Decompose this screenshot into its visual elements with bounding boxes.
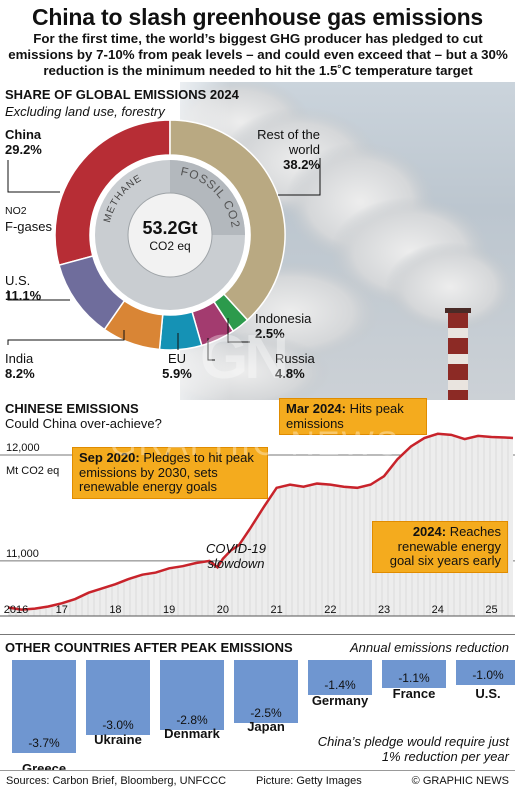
callout-sep-2020: Sep 2020: Pledges to hit peak emissions … — [72, 447, 268, 499]
bar-label-france: France — [392, 686, 436, 701]
x-tick-17: 17 — [56, 604, 68, 616]
label-russia-value: 4.8% — [275, 366, 305, 381]
label-china-name: China — [5, 127, 42, 142]
donut-chart: METHANE FOSSIL CO2 53.2Gt CO2 eq — [54, 119, 286, 351]
label-india-value: 8.2% — [5, 366, 35, 381]
x-tick-2016: 2016 — [4, 604, 28, 616]
callout-mar-2024: Mar 2024: Hits peak emissions — [279, 398, 427, 435]
bar-label-germany: Germany — [311, 693, 369, 708]
label-eu: EU 5.9% — [157, 351, 197, 381]
emissions-subtitle: Could China over-achieve? — [5, 416, 162, 431]
label-indonesia: Indonesia 2.5% — [255, 311, 311, 341]
china-pledge-note: China’s pledge would require just 1% red… — [317, 734, 509, 764]
others-title-text: Other Countries After Peak Emissions — [5, 640, 293, 655]
label-row: Rest of the world 38.2% — [248, 127, 320, 172]
bar-value-greece: -3.7% — [28, 735, 60, 750]
watermark-text: GRAPHIC NEWS — [110, 425, 401, 463]
share-title-text: Share of Global Emissions 2024 — [5, 87, 239, 102]
bar-value-ukraine: -3.0% — [102, 718, 134, 732]
bar-u-s — [456, 660, 515, 685]
bar-value-germany: -1.4% — [324, 678, 356, 692]
label-indonesia-value: 2.5% — [255, 326, 285, 341]
section-divider — [0, 634, 515, 635]
emissions-title: Chinese Emissions — [5, 401, 139, 416]
label-china-value: 29.2% — [5, 142, 42, 157]
center-disc — [127, 192, 213, 278]
callout-2024: 2024: Reaches renewable energy goal six … — [372, 521, 508, 573]
emissions-unit-label: Mt CO2 eq — [6, 465, 60, 477]
bar-value-france: -1.1% — [398, 670, 430, 685]
footer: Sources: Carbon Brief, Bloomberg, UNFCCC… — [0, 770, 515, 791]
label-us: U.S. 11.1% — [5, 273, 41, 303]
label-row-name: Rest of the world — [257, 127, 320, 157]
label-us-value: 11.1% — [5, 288, 42, 303]
share-section-subtitle: Excluding land use, forestry — [5, 104, 165, 119]
footer-picture: Picture: Getty Images — [256, 775, 362, 787]
chimney — [445, 308, 471, 400]
label-fgases: F-gases — [5, 219, 52, 234]
x-tick-21: 21 — [270, 604, 282, 616]
share-section-title: Share of Global Emissions 2024 — [5, 87, 239, 102]
bar-value-u-s: -1.0% — [472, 668, 504, 682]
x-tick-23: 23 — [378, 604, 390, 616]
callout-sep-2020-text: Pledges to hit peak emissions by 2030, s… — [79, 450, 254, 494]
label-india-name: India — [5, 351, 34, 366]
x-tick-22: 22 — [324, 604, 336, 616]
x-tick-24: 24 — [432, 604, 444, 616]
y-tick-11000: 11,000 — [6, 548, 39, 560]
bar-label-denmark: Denmark — [164, 726, 220, 741]
label-china: China 29.2% — [5, 127, 42, 157]
callout-mar-2024-date: Mar 2024: — [286, 401, 346, 416]
label-russia: Russia 4.8% — [275, 351, 315, 381]
label-india: India 8.2% — [5, 351, 35, 381]
bar-france — [382, 660, 446, 688]
bar-value-japan: -2.5% — [250, 705, 282, 720]
bar-greece — [12, 660, 76, 753]
others-title: Other Countries After Peak Emissions — [5, 640, 293, 655]
callout-sep-2020-date: Sep 2020: — [79, 450, 140, 465]
center-unit: CO2 eq — [149, 239, 190, 253]
label-russia-name: Russia — [275, 351, 315, 366]
emissions-line-path — [7, 432, 514, 611]
emissions-y-ticks: 11,000 12,000 — [6, 442, 40, 560]
center-value: 53.2Gt — [142, 218, 197, 238]
footer-sources: Sources: Carbon Brief, Bloomberg, UNFCCC — [6, 775, 227, 787]
page-subtitle: For the first time, the world’s biggest … — [8, 31, 508, 78]
emissions-line — [7, 432, 514, 611]
label-eu-name: EU — [167, 351, 187, 366]
x-tick-20: 20 — [217, 604, 229, 616]
callout-mar-2024-text: Hits peak emissions — [286, 401, 404, 431]
others-note: Annual emissions reduction — [350, 640, 509, 655]
label-us-name: U.S. — [5, 273, 31, 288]
covid-note: COVID-19 slowdown — [206, 541, 266, 571]
bar-label-japan: Japan — [247, 719, 285, 734]
label-indonesia-name: Indonesia — [255, 311, 312, 326]
x-tick-19: 19 — [163, 604, 175, 616]
fossil-ring — [170, 160, 245, 235]
label-no2: NO2 — [5, 205, 27, 217]
label-row-value: 38.2% — [283, 157, 320, 172]
label-eu-value: 5.9% — [162, 366, 192, 381]
callout-2024-text: Reaches renewable energy goal six years … — [389, 524, 501, 568]
x-tick-18: 18 — [109, 604, 121, 616]
emissions-title-text: Chinese Emissions — [5, 401, 139, 416]
bar-denmark — [160, 660, 224, 730]
bar-ukraine — [86, 660, 150, 735]
bar-label-ukraine: Ukraine — [94, 732, 142, 747]
bar-japan — [234, 660, 298, 723]
bar-germany — [308, 660, 372, 695]
watermark-logo: GN — [200, 323, 289, 392]
page-title: China to slash greenhouse gas emissions — [31, 4, 484, 30]
footer-credit: © GRAPHIC NEWS — [411, 775, 509, 787]
bar-value-denmark: -2.8% — [176, 713, 208, 727]
emissions-x-ticks: 2016 17 18 19 20 21 22 23 24 25 — [4, 604, 498, 616]
callout-2024-date: 2024: — [412, 524, 447, 539]
y-tick-12000: 12,000 — [6, 442, 40, 454]
bar-label-u-s: U.S. — [475, 686, 501, 701]
x-tick-25: 25 — [485, 604, 497, 616]
